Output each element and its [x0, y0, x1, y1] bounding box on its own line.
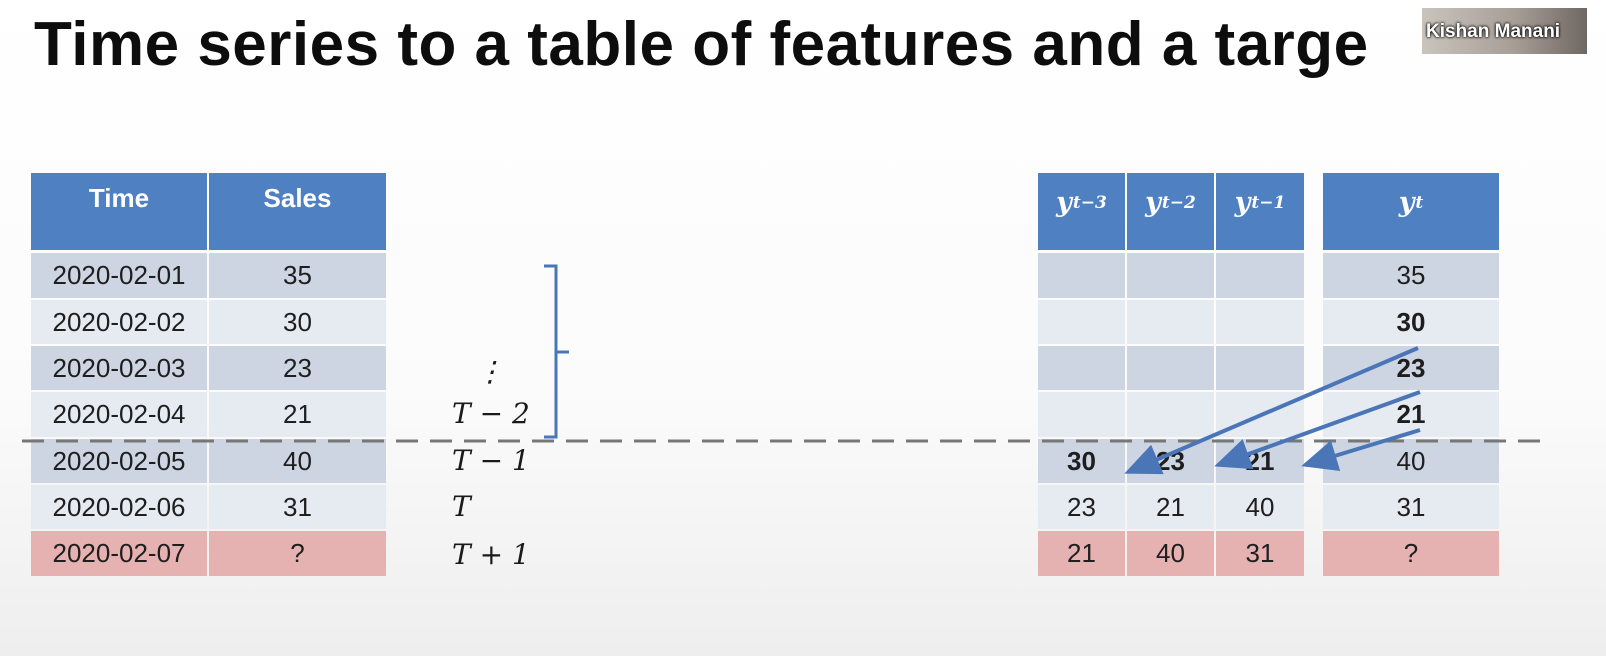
feature-cell: 21: [1127, 485, 1214, 529]
ellipsis-label: ⋮: [476, 355, 504, 388]
slide-title: Time series to a table of features and a…: [34, 10, 1369, 79]
window-bracket-icon: [544, 264, 569, 439]
feature-cell: [1216, 300, 1304, 344]
presenter-video-thumbnail: Kishan Manani: [1422, 8, 1587, 54]
sales-cell: 30: [209, 300, 386, 344]
time-cell: 2020-02-03: [31, 346, 207, 390]
time-cell: 2020-02-06: [31, 485, 207, 529]
feature-cell: [1216, 253, 1304, 298]
header-sales: Sales: [209, 173, 386, 250]
feature-cell: [1127, 253, 1214, 298]
target-cell-unknown: ?: [1323, 531, 1499, 576]
target-cell: 40: [1323, 439, 1499, 483]
sales-cell-unknown: ?: [209, 531, 386, 576]
feature-cell: 40: [1216, 485, 1304, 529]
header-time: Time: [31, 173, 207, 250]
t-minus-1-label: T − 1: [452, 444, 530, 477]
time-cell: 2020-02-05: [31, 439, 207, 483]
feature-cell: [1038, 346, 1125, 390]
target-cell: 31: [1323, 485, 1499, 529]
t-minus-2-label: T − 2: [452, 397, 530, 430]
feature-cell: [1038, 300, 1125, 344]
feature-cell-highlight: 30: [1038, 439, 1125, 483]
feature-cell: 21: [1038, 531, 1125, 576]
feature-cell: [1127, 300, 1214, 344]
feature-cell: [1127, 392, 1214, 437]
header-y-t-minus-3: y t−3: [1038, 173, 1125, 250]
feature-cell: [1038, 253, 1125, 298]
sales-cell: 40: [209, 439, 386, 483]
header-y-t-minus-2: y t−2: [1127, 173, 1214, 250]
target-cell-highlight: 23: [1323, 346, 1499, 390]
sales-cell: 23: [209, 346, 386, 390]
time-cell: 2020-02-04: [31, 392, 207, 437]
presenter-name-label: Kishan Manani: [1426, 21, 1561, 42]
time-cell: 2020-02-02: [31, 300, 207, 344]
arrow-lag2-icon: [1214, 390, 1421, 470]
target-cell-highlight: 30: [1323, 300, 1499, 344]
feature-cell: 31: [1216, 531, 1304, 576]
time-cell: 2020-02-01: [31, 253, 207, 298]
feature-cell: 40: [1127, 531, 1214, 576]
arrow-lag3-icon: [1124, 346, 1419, 475]
feature-cell: 23: [1038, 485, 1125, 529]
sales-cell: 31: [209, 485, 386, 529]
sales-cell: 35: [209, 253, 386, 298]
header-y-t-minus-1: y t−1: [1216, 173, 1304, 250]
feature-cell: [1216, 346, 1304, 390]
feature-cell: [1038, 392, 1125, 437]
t-label: T: [452, 490, 471, 523]
time-cell-unknown: 2020-02-07: [31, 531, 207, 576]
feature-cell: [1127, 346, 1214, 390]
target-cell: 35: [1323, 253, 1499, 298]
t-plus-1-label: T + 1: [452, 538, 530, 571]
arrow-lag1-icon: [1301, 428, 1421, 471]
sales-cell: 21: [209, 392, 386, 437]
